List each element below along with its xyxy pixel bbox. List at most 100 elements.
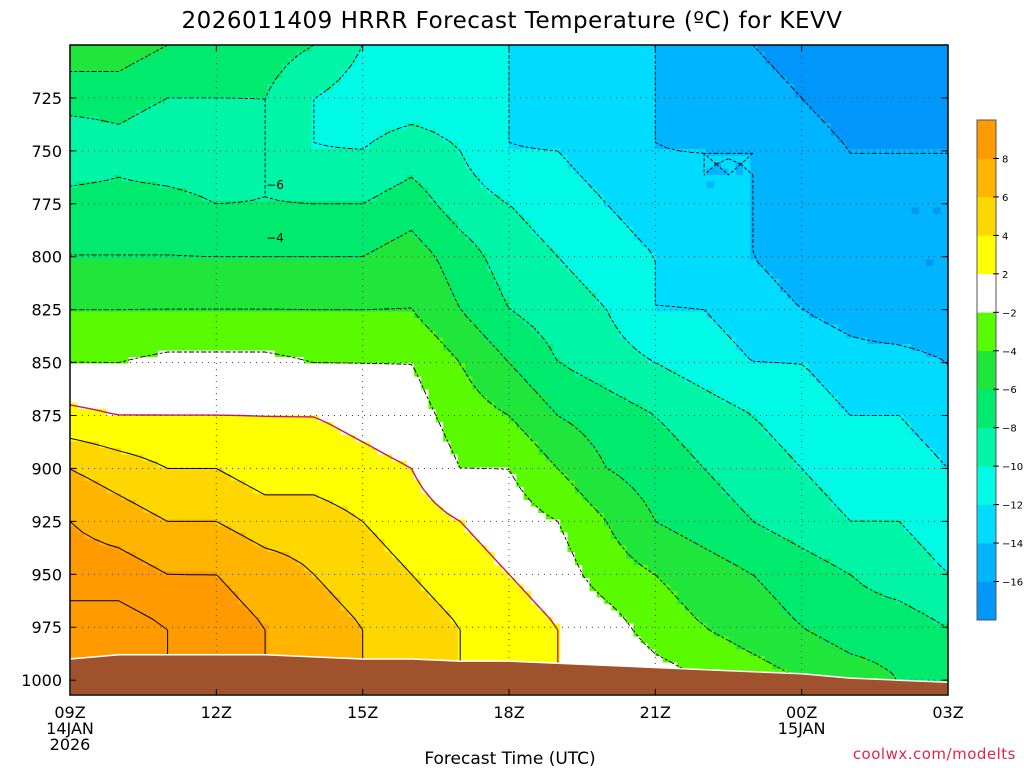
temperature-cell xyxy=(421,214,430,222)
temperature-cell xyxy=(399,649,408,657)
temperature-cell xyxy=(355,77,364,85)
temperature-cell xyxy=(369,253,378,261)
temperature-cell xyxy=(384,58,393,66)
temperature-cell xyxy=(172,207,181,215)
temperature-cell xyxy=(223,545,232,553)
temperature-cell xyxy=(362,64,371,72)
temperature-cell xyxy=(165,227,174,235)
temperature-cell xyxy=(260,448,269,456)
temperature-cell xyxy=(421,97,430,105)
temperature-cell xyxy=(348,110,356,118)
temperature-cell xyxy=(143,318,152,326)
temperature-cell xyxy=(406,376,415,384)
temperature-cell xyxy=(194,428,203,436)
temperature-cell xyxy=(150,474,159,482)
temperature-cell xyxy=(150,532,159,540)
temperature-cell xyxy=(238,331,247,339)
temperature-cell xyxy=(179,311,188,319)
temperature-cell xyxy=(143,467,152,475)
temperature-cell xyxy=(391,175,400,183)
temperature-cell xyxy=(223,285,232,293)
temperature-cell xyxy=(318,318,327,326)
temperature-cell xyxy=(121,97,130,105)
temperature-cell xyxy=(150,526,159,534)
temperature-cell xyxy=(128,389,137,397)
temperature-cell xyxy=(113,604,122,612)
temperature-cell xyxy=(384,64,393,72)
temperature-cell xyxy=(413,298,422,306)
temperature-cell xyxy=(289,246,298,254)
temperature-cell xyxy=(267,318,276,326)
temperature-cell xyxy=(333,168,342,176)
temperature-cell xyxy=(91,578,100,586)
temperature-cell xyxy=(311,168,320,176)
temperature-cell xyxy=(135,175,144,183)
temperature-cell xyxy=(84,142,93,150)
temperature-cell xyxy=(340,233,349,241)
temperature-cell xyxy=(77,357,86,365)
temperature-cell xyxy=(406,571,415,579)
temperature-cell xyxy=(223,279,232,287)
temperature-cell xyxy=(194,350,203,358)
temperature-cell xyxy=(209,136,217,144)
temperature-cell xyxy=(274,194,283,202)
temperature-cell xyxy=(252,461,261,469)
temperature-cell xyxy=(252,649,261,657)
temperature-cell xyxy=(333,513,342,521)
temperature-cell xyxy=(326,64,334,72)
temperature-cell xyxy=(113,246,122,254)
temperature-cell xyxy=(135,597,144,605)
temperature-cell xyxy=(260,441,269,449)
temperature-cell xyxy=(201,409,210,417)
temperature-cell xyxy=(216,123,225,131)
temperature-cell xyxy=(91,630,100,638)
temperature-cell xyxy=(296,604,305,612)
temperature-cell xyxy=(267,123,276,131)
temperature-cell xyxy=(209,454,217,462)
temperature-cell xyxy=(91,532,100,540)
temperature-cell xyxy=(252,402,261,410)
temperature-cell xyxy=(421,539,430,547)
temperature-cell xyxy=(333,623,342,631)
temperature-cell xyxy=(355,84,364,92)
temperature-cell xyxy=(406,461,415,469)
temperature-cell xyxy=(70,246,78,254)
temperature-cell xyxy=(135,305,144,313)
temperature-cell xyxy=(77,84,86,92)
temperature-cell xyxy=(369,181,378,189)
temperature-cell xyxy=(421,272,430,280)
temperature-cell xyxy=(113,506,122,514)
temperature-cell xyxy=(296,636,305,644)
temperature-cell xyxy=(99,604,108,612)
temperature-cell xyxy=(428,305,437,313)
temperature-cell xyxy=(194,519,203,527)
temperature-cell xyxy=(143,454,152,462)
temperature-cell xyxy=(260,474,269,482)
temperature-cell xyxy=(333,578,342,586)
temperature-cell xyxy=(216,311,225,319)
temperature-cell xyxy=(216,610,225,618)
temperature-cell xyxy=(99,71,108,79)
temperature-cell xyxy=(384,344,393,352)
temperature-cell xyxy=(216,188,225,196)
temperature-cell xyxy=(128,142,137,150)
temperature-cell xyxy=(318,474,327,482)
temperature-cell xyxy=(187,149,195,157)
temperature-cell xyxy=(238,396,247,404)
temperature-cell xyxy=(289,136,298,144)
temperature-cell xyxy=(201,318,210,326)
temperature-cell xyxy=(384,643,393,651)
temperature-cell xyxy=(406,643,415,651)
temperature-cell xyxy=(428,123,437,131)
temperature-cell xyxy=(311,584,320,592)
temperature-cell xyxy=(135,77,144,85)
temperature-cell xyxy=(377,240,386,248)
temperature-cell xyxy=(421,409,430,417)
temperature-cell xyxy=(267,233,276,241)
temperature-cell xyxy=(348,545,356,553)
temperature-cell xyxy=(296,617,305,625)
temperature-cell xyxy=(187,292,195,300)
temperature-cell xyxy=(296,129,305,137)
temperature-cell xyxy=(245,279,254,287)
temperature-cell xyxy=(172,149,181,157)
